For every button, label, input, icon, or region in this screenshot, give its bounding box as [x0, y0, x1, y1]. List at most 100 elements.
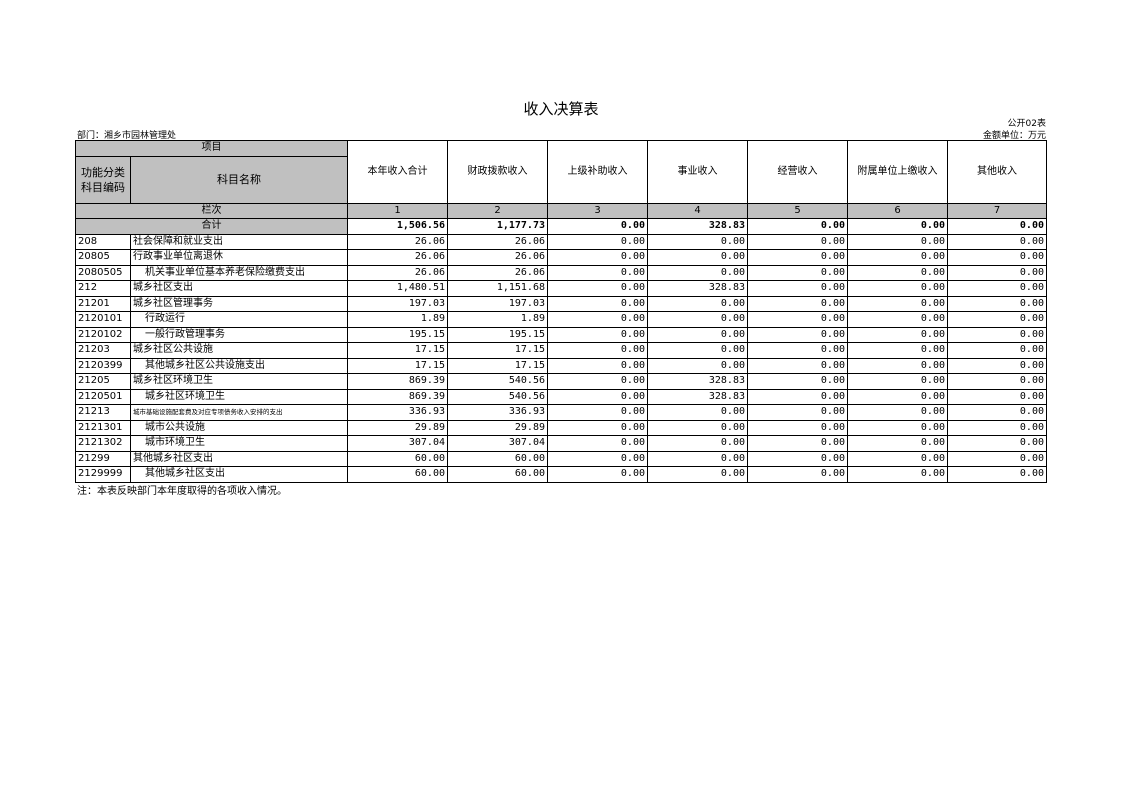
- row-value: 0.00: [947, 466, 1047, 483]
- header-col-2: 财政拨款收入: [447, 140, 548, 204]
- header-name: 科目名称: [130, 155, 348, 204]
- table-row: 21213 城市基础设施配套费及对应专项债务收入安排的支出 336.93 336.93…: [75, 404, 1047, 421]
- income-table: 项目 本年收入合计 财政拨款收入 上级补助收入 事业收入 经营收入 附属单位上缴…: [75, 140, 1047, 483]
- table-row: 2121302 城市环境卫生 307.04 307.04 0.00 0.00 0.00 0.0…: [75, 435, 1047, 452]
- row-value: 0.00: [747, 264, 848, 281]
- table-note: 注：本表反映部门本年度取得的各项收入情况。: [77, 486, 287, 497]
- row-value: 0.00: [547, 404, 648, 421]
- row-value: 0.00: [647, 311, 748, 328]
- page-title: 收入决算表: [523, 100, 599, 118]
- row-name: 一般行政管理事务: [130, 326, 348, 343]
- row-value: 0.00: [747, 450, 848, 467]
- row-value: 197.03: [447, 295, 548, 312]
- row-value: 26.06: [447, 233, 548, 250]
- row-value: 17.15: [347, 342, 448, 359]
- department-label: 部门：湘乡市园林管理处: [77, 131, 177, 141]
- row-value: 26.06: [347, 233, 448, 250]
- row-value: 0.00: [647, 326, 748, 343]
- row-value: 0.00: [547, 450, 648, 467]
- row-value: 26.06: [447, 264, 548, 281]
- row-value: 0.00: [847, 435, 948, 452]
- row-value: 540.56: [447, 373, 548, 390]
- row-value: 1.89: [447, 311, 548, 328]
- row-value: 0.00: [547, 233, 648, 250]
- row-name: 行政运行: [130, 311, 348, 328]
- row-value: 0.00: [747, 233, 848, 250]
- row-value: 0.00: [947, 388, 1047, 405]
- row-value: 0.00: [947, 280, 1047, 297]
- row-value: 0.00: [747, 280, 848, 297]
- row-value: 0.00: [847, 342, 948, 359]
- row-value: 0.00: [947, 326, 1047, 343]
- row-value: 0.00: [747, 419, 848, 436]
- row-value: 0.00: [947, 450, 1047, 467]
- header-col-7: 其他收入: [947, 140, 1047, 204]
- row-index-2: 2: [447, 202, 548, 219]
- row-value: 328.83: [647, 280, 748, 297]
- row-index-4: 4: [647, 202, 748, 219]
- row-value: 0.00: [647, 342, 748, 359]
- row-code: 21201: [75, 295, 131, 312]
- row-code: 21205: [75, 373, 131, 390]
- row-value: 60.00: [347, 466, 448, 483]
- row-value: 540.56: [447, 388, 548, 405]
- table-row: 2120101 行政运行 1.89 1.89 0.00 0.00 0.00 0.00 0.00: [75, 311, 1047, 328]
- row-index-5: 5: [747, 202, 848, 219]
- row-value: 0.00: [847, 295, 948, 312]
- row-value: 1,480.51: [347, 280, 448, 297]
- row-value: 26.06: [347, 249, 448, 266]
- row-value: 0.00: [747, 404, 848, 421]
- row-code: 2120102: [75, 326, 131, 343]
- row-value: 29.89: [447, 419, 548, 436]
- row-value: 0.00: [747, 357, 848, 374]
- table-row: 2129999 其他城乡社区支出 60.00 60.00 0.00 0.00 0.00 0.0…: [75, 466, 1047, 483]
- row-value: 0.00: [647, 435, 748, 452]
- total-value: 0.00: [847, 218, 948, 235]
- row-value: 26.06: [447, 249, 548, 266]
- row-value: 0.00: [547, 311, 648, 328]
- row-value: 0.00: [647, 295, 748, 312]
- row-code: 2120399: [75, 357, 131, 374]
- row-value: 0.00: [847, 357, 948, 374]
- row-value: 0.00: [647, 419, 748, 436]
- row-name: 社会保障和就业支出: [130, 233, 348, 250]
- row-value: 869.39: [347, 388, 448, 405]
- row-value: 17.15: [447, 342, 548, 359]
- row-value: 0.00: [847, 233, 948, 250]
- row-code: 2120101: [75, 311, 131, 328]
- total-label: 合计: [75, 218, 348, 235]
- row-value: 0.00: [947, 373, 1047, 390]
- row-code: 21299: [75, 450, 131, 467]
- row-code: 21203: [75, 342, 131, 359]
- row-value: 29.89: [347, 419, 448, 436]
- table-row: 2120501 城乡社区环境卫生 869.39 540.56 0.00 328.83 0.0…: [75, 388, 1047, 405]
- row-name: 城乡社区环境卫生: [130, 388, 348, 405]
- row-value: 0.00: [847, 373, 948, 390]
- row-index-6: 6: [847, 202, 948, 219]
- row-value: 0.00: [847, 264, 948, 281]
- row-name: 城乡社区管理事务: [130, 295, 348, 312]
- row-value: 0.00: [647, 357, 748, 374]
- row-value: 26.06: [347, 264, 448, 281]
- row-value: 0.00: [747, 373, 848, 390]
- row-name: 城乡社区支出: [130, 280, 348, 297]
- row-value: 0.00: [847, 450, 948, 467]
- header-item: 项目: [75, 140, 348, 157]
- row-value: 0.00: [647, 466, 748, 483]
- row-value: 0.00: [747, 295, 848, 312]
- row-value: 0.00: [547, 249, 648, 266]
- row-value: 197.03: [347, 295, 448, 312]
- row-index-1: 1: [347, 202, 448, 219]
- row-name: 城乡社区公共设施: [130, 342, 348, 359]
- row-value: 0.00: [847, 388, 948, 405]
- row-index-3: 3: [547, 202, 648, 219]
- row-value: 0.00: [847, 311, 948, 328]
- header-col-6: 附属单位上缴收入: [847, 140, 948, 204]
- row-value: 195.15: [447, 326, 548, 343]
- row-value: 0.00: [947, 311, 1047, 328]
- row-value: 1.89: [347, 311, 448, 328]
- row-value: 17.15: [447, 357, 548, 374]
- row-value: 328.83: [647, 388, 748, 405]
- row-value: 0.00: [547, 357, 648, 374]
- row-value: 0.00: [747, 388, 848, 405]
